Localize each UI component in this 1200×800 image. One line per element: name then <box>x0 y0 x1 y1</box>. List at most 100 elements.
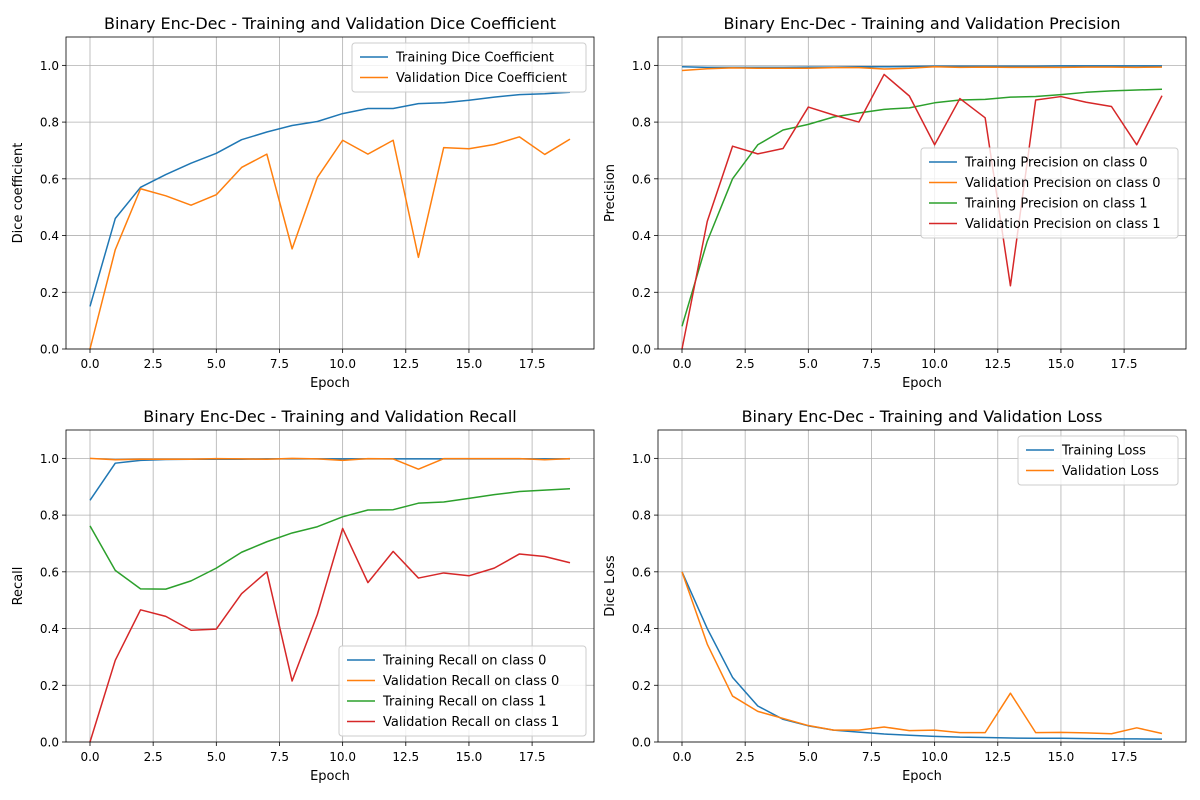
x-tick-label: 7.5 <box>270 750 289 764</box>
y-axis-label: Dice Loss <box>603 555 618 617</box>
chart-title: Binary Enc-Dec - Training and Validation… <box>742 407 1103 426</box>
y-tick-label: 0.0 <box>40 343 59 357</box>
x-tick-label: 5.0 <box>799 750 818 764</box>
y-tick-label: 0.2 <box>40 679 59 693</box>
x-tick-label: 2.5 <box>736 750 755 764</box>
chart-title: Binary Enc-Dec - Training and Validation… <box>143 407 516 426</box>
legend-box <box>338 645 587 737</box>
x-tick-label: 10.0 <box>329 357 356 371</box>
x-tick-label: 12.5 <box>392 357 419 371</box>
x-tick-label: 0.0 <box>80 750 99 764</box>
legend: Training Recall on class 0 Validation Rec… <box>338 645 587 737</box>
x-tick-label: 5.0 <box>207 357 226 371</box>
x-tick-label: 7.5 <box>862 357 881 371</box>
y-tick-label: 0.8 <box>40 116 59 130</box>
y-tick-label: 1.0 <box>632 452 651 466</box>
axes-frame <box>657 429 1187 743</box>
axes-frame <box>65 429 595 743</box>
series-line-4 <box>89 527 571 743</box>
x-axis-label: Epoch <box>310 376 350 391</box>
series-line-2 <box>89 457 571 470</box>
x-tick-label: 10.0 <box>329 750 356 764</box>
x-tick-label: 15.0 <box>456 357 483 371</box>
x-axis-label: Epoch <box>902 376 942 391</box>
y-tick-label: 0.0 <box>632 343 651 357</box>
x-tick-label: 10.0 <box>921 750 948 764</box>
x-tick-label: 0.0 <box>80 357 99 371</box>
legend-box <box>920 147 1179 239</box>
chart-title: Binary Enc-Dec - Training and Validation… <box>104 14 556 33</box>
axes-frame <box>657 36 1187 350</box>
legend-entry: Training Loss <box>1061 444 1146 459</box>
legend: Training Loss Validation Loss <box>1017 435 1179 486</box>
y-tick-label: 0.8 <box>632 509 651 523</box>
legend-box <box>1017 435 1179 486</box>
x-tick-label: 2.5 <box>144 357 163 371</box>
y-tick-label: 0.2 <box>632 286 651 300</box>
legend-entry: Validation Precision on class 0 <box>965 176 1160 191</box>
x-tick-label: 15.0 <box>1048 357 1075 371</box>
chart-title: Binary Enc-Dec - Training and Validation… <box>723 14 1120 33</box>
x-tick-label: 17.5 <box>519 750 546 764</box>
legend-entry: Training Precision on class 0 <box>964 156 1148 171</box>
y-tick-label: 1.0 <box>632 59 651 73</box>
x-axis-label: Epoch <box>902 769 942 784</box>
legend-entry: Validation Loss <box>1062 464 1159 479</box>
legend-entry: Validation Dice Coefficient <box>396 71 567 86</box>
chart-panel-1: 0.0 2.5 5.0 7.5 10.0 12.5 15.0 17.5 0.0 0.2 0.4 0.6… <box>11 14 595 391</box>
x-tick-label: 0.0 <box>672 357 691 371</box>
x-tick-label: 12.5 <box>984 357 1011 371</box>
x-tick-label: 7.5 <box>270 357 289 371</box>
series-line-2 <box>681 571 1163 735</box>
y-tick-label: 0.6 <box>40 565 59 579</box>
y-tick-label: 1.0 <box>40 452 59 466</box>
series-line-1 <box>681 571 1163 740</box>
x-tick-label: 12.5 <box>984 750 1011 764</box>
y-tick-label: 1.0 <box>40 59 59 73</box>
y-tick-label: 0.6 <box>40 172 59 186</box>
y-tick-label: 0.0 <box>40 736 59 750</box>
x-tick-label: 17.5 <box>519 357 546 371</box>
y-tick-label: 0.4 <box>632 622 651 636</box>
y-tick-label: 0.4 <box>40 229 59 243</box>
y-tick-label: 0.2 <box>40 286 59 300</box>
series-line-2 <box>681 66 1163 72</box>
series-line-1 <box>89 91 571 307</box>
series-line-1 <box>681 65 1162 69</box>
chart-panel-2: 0.0 2.5 5.0 7.5 10.0 12.5 15.0 17.5 0.0 0.2 0.4 0.6… <box>603 14 1187 391</box>
x-tick-label: 2.5 <box>736 357 755 371</box>
chart-panel-3: 0.0 2.5 5.0 7.5 10.0 12.5 15.0 17.5 0.0 0.2 0.4 0.6… <box>11 407 595 784</box>
legend-entry: Training Dice Coefficient <box>395 51 554 66</box>
x-tick-label: 7.5 <box>862 750 881 764</box>
series-line-2 <box>89 136 571 350</box>
y-tick-label: 0.0 <box>632 736 651 750</box>
y-tick-label: 0.6 <box>632 172 651 186</box>
legend-entry: Training Recall on class 0 <box>382 654 546 669</box>
legend-entry: Training Recall on class 1 <box>382 695 546 710</box>
y-tick-label: 0.6 <box>632 565 651 579</box>
legend-entry: Validation Recall on class 0 <box>383 674 559 689</box>
y-tick-label: 0.2 <box>632 679 651 693</box>
x-tick-label: 5.0 <box>207 750 226 764</box>
y-tick-label: 0.4 <box>40 622 59 636</box>
legend: Training Dice Coefficient Validation Dice… <box>351 42 587 93</box>
legend-entry: Validation Recall on class 1 <box>383 715 559 730</box>
x-tick-label: 10.0 <box>921 357 948 371</box>
y-axis-label: Precision <box>603 164 618 222</box>
x-tick-label: 0.0 <box>672 750 691 764</box>
y-tick-label: 0.8 <box>632 116 651 130</box>
legend-entry: Validation Precision on class 1 <box>965 217 1160 232</box>
series-line-3 <box>681 88 1163 327</box>
x-tick-label: 15.0 <box>1048 750 1075 764</box>
legend-box <box>351 42 587 93</box>
y-tick-label: 0.8 <box>40 509 59 523</box>
legend-entry: Training Precision on class 1 <box>964 197 1148 212</box>
chart-panel-4: 0.0 2.5 5.0 7.5 10.0 12.5 15.0 17.5 0.0 0.2 0.4 0.6… <box>603 407 1187 784</box>
x-tick-label: 15.0 <box>456 750 483 764</box>
x-tick-label: 17.5 <box>1111 750 1138 764</box>
axes-frame <box>65 36 595 350</box>
x-tick-label: 12.5 <box>392 750 419 764</box>
x-axis-label: Epoch <box>310 769 350 784</box>
y-tick-label: 0.4 <box>632 229 651 243</box>
